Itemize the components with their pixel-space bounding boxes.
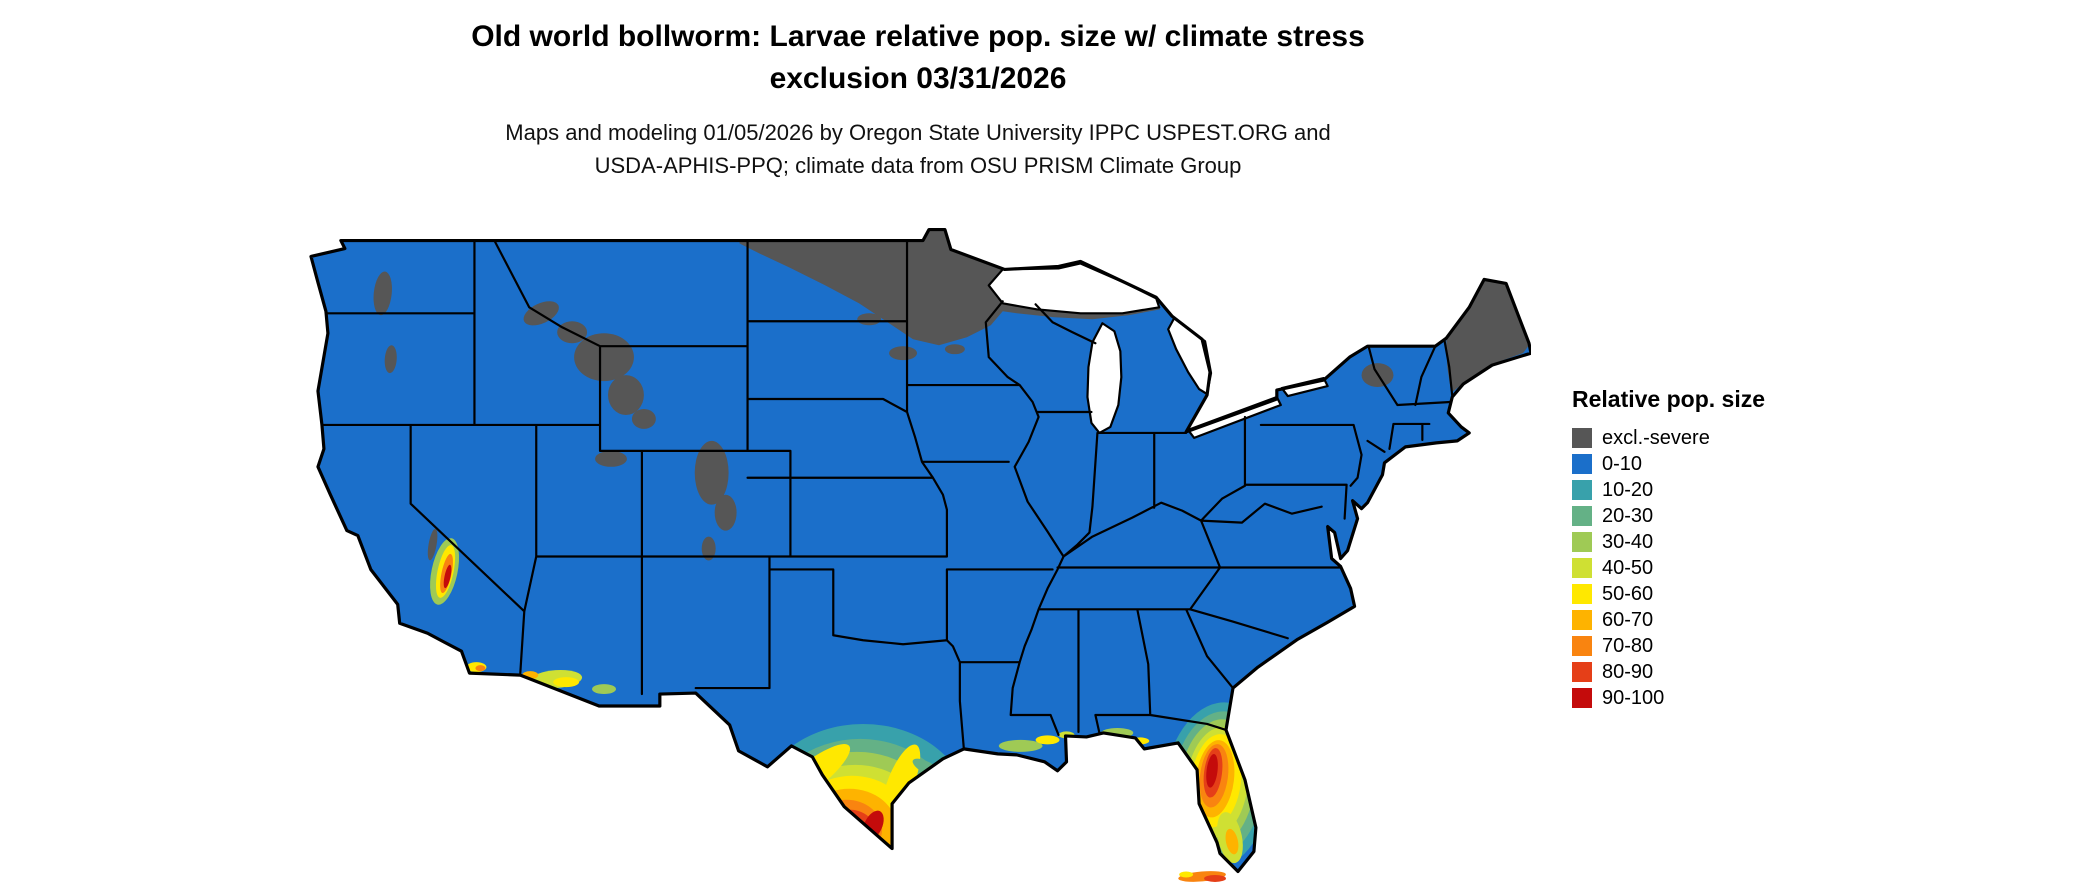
legend-label: 30-40 — [1602, 531, 1654, 553]
legend-label: 90-100 — [1602, 687, 1665, 709]
legend-swatch — [1572, 506, 1592, 526]
legend-item-excl-severe: excl.-severe — [1572, 425, 1765, 451]
us-map — [305, 226, 1531, 892]
legend-item-60-70: 60-70 — [1572, 607, 1765, 633]
legend-item-70-80: 70-80 — [1572, 633, 1765, 659]
legend-label: 60-70 — [1602, 609, 1654, 631]
legend-item-10-20: 10-20 — [1572, 477, 1765, 503]
page-subtitle-line1: Maps and modeling 01/05/2026 by Oregon S… — [505, 120, 1331, 145]
exclusion-severe-region — [373, 229, 1530, 561]
legend-item-0-10: 0-10 — [1572, 451, 1765, 477]
legend-label: 40-50 — [1602, 557, 1654, 579]
legend-item-40-50: 40-50 — [1572, 555, 1765, 581]
legend-swatch — [1572, 610, 1592, 630]
legend-swatch — [1572, 454, 1592, 474]
legend-item-30-40: 30-40 — [1572, 529, 1765, 555]
legend-swatch — [1572, 636, 1592, 656]
lake-michigan — [1086, 322, 1123, 435]
legend-swatch — [1572, 584, 1592, 604]
legend-label: 10-20 — [1602, 479, 1654, 501]
legend-label: 20-30 — [1602, 505, 1654, 527]
legend-label: 80-90 — [1602, 661, 1654, 683]
page-subtitle: Maps and modeling 01/05/2026 by Oregon S… — [0, 116, 1836, 182]
legend-swatch — [1572, 532, 1592, 552]
legend-swatch — [1572, 428, 1592, 448]
great-lakes — [987, 262, 1329, 439]
legend-label: 50-60 — [1602, 583, 1654, 605]
legend-item-90-100: 90-100 — [1572, 685, 1765, 711]
legend-swatch — [1572, 480, 1592, 500]
legend-swatch — [1572, 662, 1592, 682]
legend-swatch — [1572, 688, 1592, 708]
map-svg — [309, 227, 1531, 882]
lake-superior — [987, 262, 1161, 315]
legend-item-80-90: 80-90 — [1572, 659, 1765, 685]
hotspot-florida-keys — [1178, 871, 1226, 882]
legend-swatch — [1572, 558, 1592, 578]
legend-title: Relative pop. size — [1572, 386, 1766, 412]
legend-label: 0-10 — [1602, 453, 1643, 475]
legend-item-20-30: 20-30 — [1572, 503, 1765, 529]
page-subtitle-line2: USDA-APHIS-PPQ; climate data from OSU PR… — [594, 153, 1242, 178]
page-title-line1: Old world bollworm: Larvae relative pop.… — [471, 20, 1365, 53]
lake-huron — [1167, 317, 1213, 396]
exclusion-north-blob — [739, 229, 1161, 346]
legend-label: excl.-severe — [1602, 427, 1710, 449]
legend-item-50-60: 50-60 — [1572, 581, 1765, 607]
legend-label: 70-80 — [1602, 635, 1654, 657]
page-title-line2: exclusion 03/31/2026 — [769, 62, 1067, 95]
state-borders — [320, 239, 1454, 750]
page-title: Old world bollworm: Larvae relative pop.… — [0, 16, 1836, 100]
legend: Relative pop. size excl.-severe 0-10 10-… — [1572, 386, 1765, 711]
exclusion-maine-blob — [1446, 279, 1530, 394]
